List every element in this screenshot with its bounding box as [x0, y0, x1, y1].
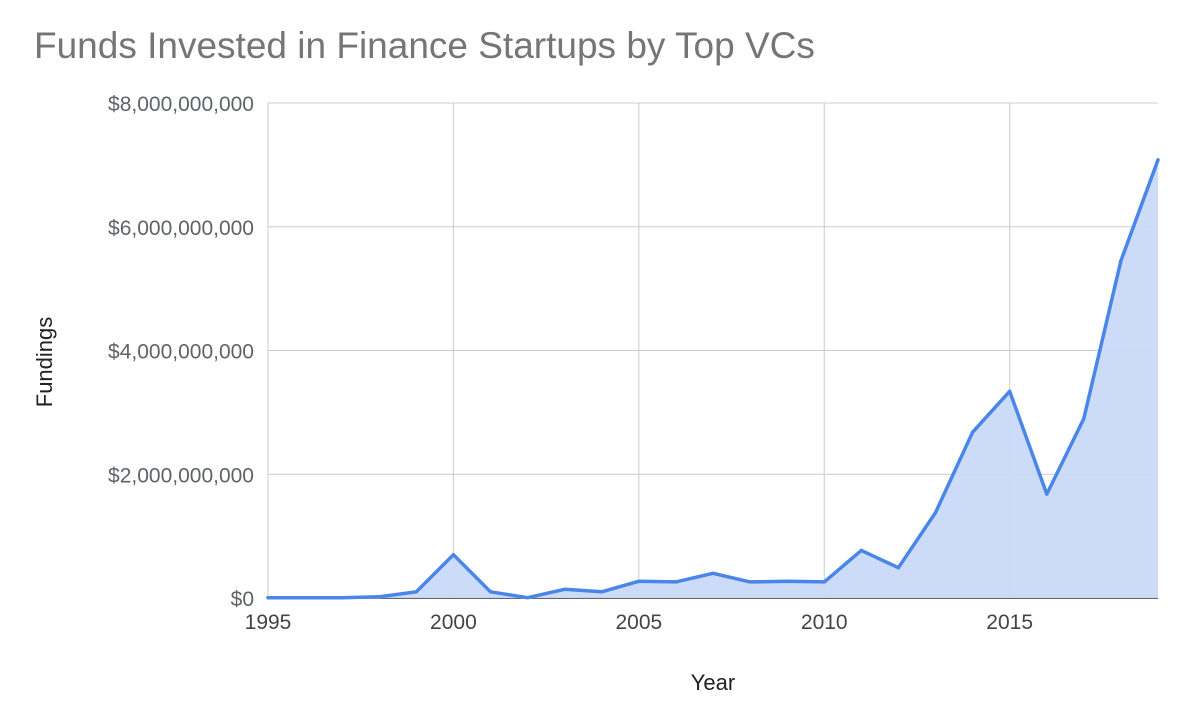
- data-point: [896, 566, 901, 570]
- data-point: [933, 510, 938, 515]
- x-axis-label: Year: [691, 670, 735, 695]
- x-tick-label: 2005: [615, 611, 662, 634]
- data-point: [748, 580, 752, 584]
- data-point: [340, 596, 344, 600]
- y-axis-label: Fundings: [32, 317, 57, 408]
- data-point: [451, 553, 455, 557]
- x-axis-ticks: 1995 2000 2005 2010 2015: [245, 611, 1033, 634]
- x-tick-label: 2010: [801, 611, 848, 634]
- data-point: [1045, 492, 1049, 496]
- area-fill: [268, 159, 1158, 598]
- x-tick-label: 2000: [430, 611, 477, 634]
- area-series: [266, 158, 1160, 600]
- data-point: [600, 590, 604, 594]
- data-point: [637, 579, 641, 583]
- x-tick-label: 2015: [986, 611, 1033, 634]
- data-point: [1156, 158, 1160, 162]
- data-point: [414, 590, 418, 594]
- y-tick-label: $8,000,000,000: [108, 93, 254, 116]
- data-point: [711, 571, 715, 575]
- chart-title: Funds Invested in Finance Startups by To…: [34, 25, 815, 66]
- data-point: [1008, 389, 1012, 393]
- data-point: [1119, 259, 1123, 263]
- x-tick-label: 1995: [245, 611, 292, 634]
- y-tick-label: $0: [231, 588, 254, 611]
- data-point: [785, 579, 789, 583]
- data-point: [822, 580, 826, 584]
- y-tick-label: $6,000,000,000: [108, 217, 254, 240]
- y-tick-label: $4,000,000,000: [108, 341, 254, 364]
- data-point: [377, 595, 381, 599]
- data-point: [303, 596, 307, 600]
- data-point: [859, 548, 863, 553]
- data-point: [266, 596, 270, 600]
- data-point: [674, 580, 678, 584]
- y-axis-ticks: $0 $2,000,000,000 $4,000,000,000 $6,000,000…: [108, 93, 254, 611]
- y-tick-label: $2,000,000,000: [108, 464, 254, 487]
- data-point: [488, 590, 493, 594]
- data-point: [526, 596, 530, 600]
- data-point: [1082, 417, 1086, 421]
- data-point: [971, 430, 975, 434]
- data-point: [563, 587, 567, 591]
